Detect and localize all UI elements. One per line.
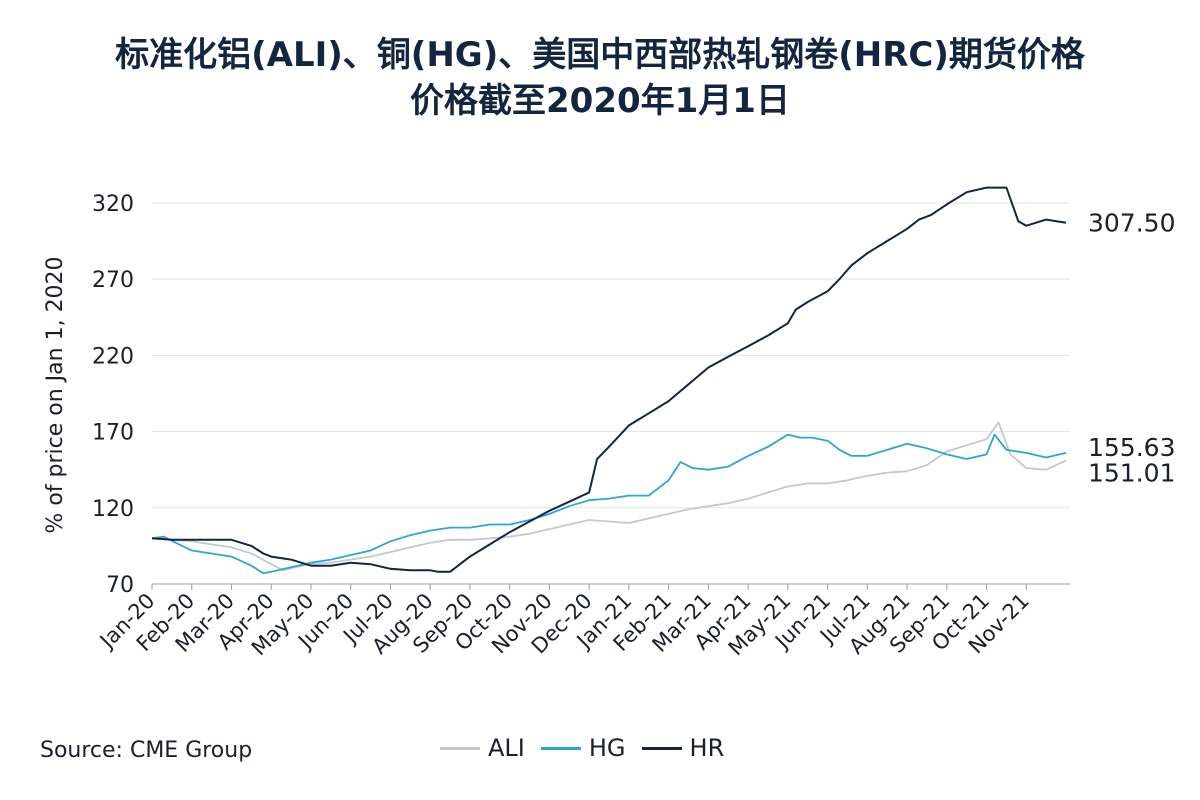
chart-title-line2: 价格截至2020年1月1日 xyxy=(410,81,790,121)
legend: ALI HG HR xyxy=(440,734,724,762)
y-tick-label: 120 xyxy=(92,497,134,522)
y-axis-label: % of price on Jan 1, 2020 xyxy=(43,256,68,533)
legend-swatch xyxy=(540,746,581,750)
legend-label: ALI xyxy=(488,734,525,762)
legend-label: HG xyxy=(588,734,626,762)
end-label-hr: 307.50 xyxy=(1088,209,1175,238)
y-tick-label: 220 xyxy=(92,344,134,369)
y-axis-ticks: 70 120 170 220 270 320 xyxy=(92,192,134,598)
series-lines xyxy=(151,186,1067,575)
legend-swatch xyxy=(641,746,682,750)
end-label-ali: 151.01 xyxy=(1088,459,1175,488)
grid-lines xyxy=(152,202,1070,585)
legend-swatch xyxy=(440,746,480,750)
x-axis-ticks: Jan-20Feb-20Mar-20Apr-20May-20Jun-20Jul-… xyxy=(94,584,1034,660)
y-tick-label: 70 xyxy=(106,573,134,598)
y-tick-label: 320 xyxy=(92,192,134,217)
legend-item-ali: ALI xyxy=(440,734,525,762)
series-line-hr xyxy=(151,186,1067,573)
line-chart: 70 120 170 220 270 320 Jan-20Feb-20Mar-20Apr-… xyxy=(43,186,1175,660)
legend-item-hr: HR xyxy=(641,734,725,762)
y-tick-label: 170 xyxy=(92,421,134,446)
legend-label: HR xyxy=(689,734,725,762)
series-line-hg xyxy=(151,433,1067,575)
source-note: Source: CME Group xyxy=(40,738,253,763)
chart-title: 标准化铝(ALI)、铜(HG)、美国中西部热轧钢卷(HRC)期货价格 价格截至2… xyxy=(0,32,1200,124)
chart-title-line1: 标准化铝(ALI)、铜(HG)、美国中西部热轧钢卷(HRC)期货价格 xyxy=(115,35,1085,75)
end-label-hg: 155.63 xyxy=(1088,433,1175,462)
legend-item-hg: HG xyxy=(540,734,626,762)
y-tick-label: 270 xyxy=(92,268,134,293)
series-line-ali xyxy=(151,421,1067,572)
